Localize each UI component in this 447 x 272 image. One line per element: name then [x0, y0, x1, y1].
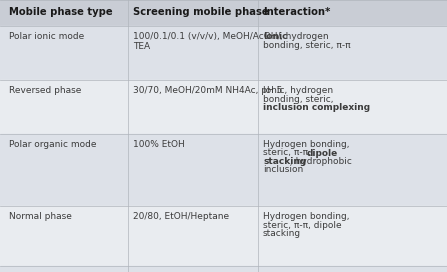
Text: stacking: stacking: [263, 157, 306, 166]
Text: bonding, steric,: bonding, steric,: [263, 94, 333, 104]
Text: 100% EtOH: 100% EtOH: [133, 140, 185, 149]
Text: Mobile phase type: Mobile phase type: [9, 7, 113, 17]
Bar: [0, 80, 447, 134]
Text: bonding, steric, π-π: bonding, steric, π-π: [263, 41, 350, 50]
Text: Ionic: Ionic: [263, 32, 287, 41]
Bar: [0, 206, 447, 266]
Bar: [0, 266, 447, 272]
Text: steric, π-π, dipole: steric, π-π, dipole: [263, 221, 342, 230]
Text: inclusion: inclusion: [263, 165, 303, 175]
Text: Interaction*: Interaction*: [263, 7, 330, 17]
Text: inclusion complexing: inclusion complexing: [263, 103, 370, 112]
Text: steric, π-π,: steric, π-π,: [263, 149, 314, 157]
Text: Polar ionic mode: Polar ionic mode: [9, 32, 84, 41]
Text: Reversed phase: Reversed phase: [9, 86, 81, 95]
Text: Normal phase: Normal phase: [9, 212, 72, 221]
Text: Hydrogen bonding,: Hydrogen bonding,: [263, 212, 350, 221]
Text: , hydrophobic: , hydrophobic: [290, 157, 352, 166]
Text: 100/0.1/0.1 (v/v/v), MeOH/AcOH/
TEA: 100/0.1/0.1 (v/v/v), MeOH/AcOH/ TEA: [133, 32, 281, 51]
Text: Hydrogen bonding,: Hydrogen bonding,: [263, 140, 350, 149]
Text: 20/80, EtOH/Heptane: 20/80, EtOH/Heptane: [133, 212, 229, 221]
Text: Screening mobile phase: Screening mobile phase: [133, 7, 269, 17]
Text: , hydrogen: , hydrogen: [280, 32, 329, 41]
Text: Ionic, hydrogen: Ionic, hydrogen: [263, 86, 333, 95]
Bar: [0, 26, 447, 80]
Text: dipole: dipole: [307, 149, 338, 157]
Bar: [0, 0, 447, 26]
Text: stacking: stacking: [263, 229, 301, 238]
Text: Polar organic mode: Polar organic mode: [9, 140, 97, 149]
Bar: [0, 134, 447, 206]
Text: 30/70, MeOH/20mM NH4Ac, pH 5: 30/70, MeOH/20mM NH4Ac, pH 5: [133, 86, 283, 95]
